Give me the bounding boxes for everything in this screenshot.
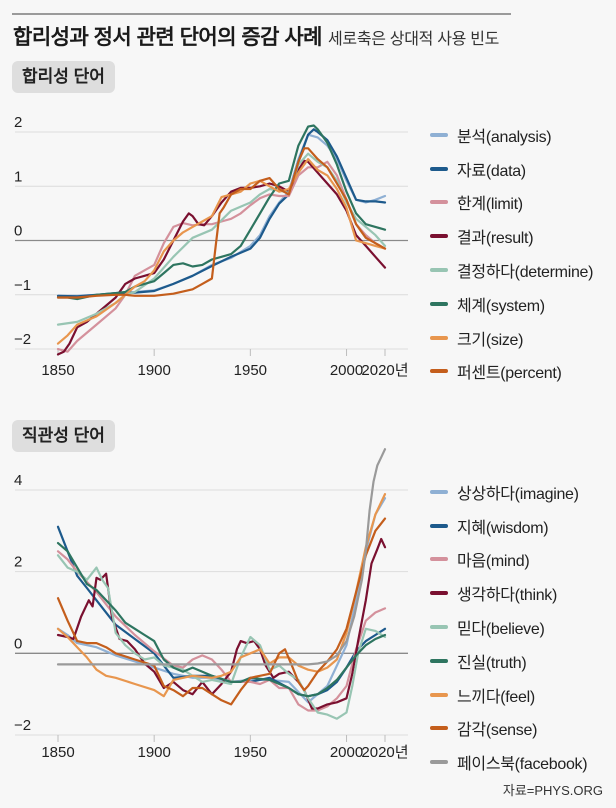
legend-label: 진실(truth) xyxy=(457,654,527,672)
legend-label: 믿다(believe) xyxy=(457,621,545,639)
source-credit: 자료=PHYS.ORG xyxy=(502,783,603,798)
series-line-facebook xyxy=(56,448,387,666)
legend-item-truth: 진실(truth) xyxy=(430,644,587,678)
x-tick-label: 1850 xyxy=(41,362,74,379)
legend-label: 느끼다(feel) xyxy=(457,688,535,706)
legend-swatch xyxy=(430,234,448,239)
x-tick-label: 1900 xyxy=(137,744,170,761)
legend-item-feel: 느끼다(feel) xyxy=(430,678,587,712)
y-tick-label: 4 xyxy=(14,472,22,489)
legend-item-size: 크기(size) xyxy=(430,321,593,355)
legend-swatch xyxy=(430,658,448,663)
section-badge-intuitive: 직관성 단어 xyxy=(12,420,115,452)
y-tick-label: 2 xyxy=(14,554,22,571)
series-line-think xyxy=(56,537,387,710)
y-tick-label: −2 xyxy=(14,331,31,348)
legend-swatch xyxy=(430,132,448,137)
series-line-percent xyxy=(56,147,387,299)
legend-swatch xyxy=(430,268,448,273)
legend-item-result: 결과(result) xyxy=(430,219,593,253)
legend-item-determine: 결정하다(determine) xyxy=(430,253,593,287)
legend-swatch xyxy=(430,760,448,765)
legend-item-mind: 마음(mind) xyxy=(430,543,587,577)
legend-swatch xyxy=(430,489,448,494)
legend-swatch xyxy=(430,692,448,697)
legend-label: 마음(mind) xyxy=(457,553,530,571)
legend-label: 감각(sense) xyxy=(457,722,538,740)
legend-swatch xyxy=(430,301,448,306)
y-tick-label: 2 xyxy=(14,114,22,131)
legend-swatch xyxy=(430,200,448,205)
y-tick-label: 1 xyxy=(14,168,22,185)
legend-item-percent: 퍼센트(percent) xyxy=(430,355,593,389)
legend-label: 결과(result) xyxy=(457,230,534,248)
legend-item-analysis: 분석(analysis) xyxy=(430,118,593,152)
legend-item-think: 생각하다(think) xyxy=(430,576,587,610)
x-tick-label: 2000 xyxy=(330,744,363,761)
legend-item-data: 자료(data) xyxy=(430,152,593,186)
legend-swatch xyxy=(430,523,448,528)
legend-label: 한계(limit) xyxy=(457,196,523,214)
series-line-truth xyxy=(56,542,387,698)
legend-item-system: 체계(system) xyxy=(430,287,593,321)
legend-item-wisdom: 지혜(wisdom) xyxy=(430,509,587,543)
legend-label: 퍼센트(percent) xyxy=(457,365,562,383)
x-tick-label: 2000 xyxy=(330,362,363,379)
legend-swatch xyxy=(430,726,448,731)
legend-label: 체계(system) xyxy=(457,297,545,315)
x-tick-label: 1900 xyxy=(137,362,170,379)
legend-label: 결정하다(determine) xyxy=(457,264,594,282)
legend-swatch xyxy=(430,369,448,374)
x-tick-label: 1950 xyxy=(234,362,267,379)
legend-item-believe: 믿다(believe) xyxy=(430,610,587,644)
page-title: 합리성과 정서 관련 단어의 증감 사례 세로축은 상대적 사용 빈도 xyxy=(13,21,499,51)
x-tick-label: 2020년 xyxy=(361,362,408,379)
legend-item-sense: 감각(sense) xyxy=(430,712,587,746)
series-line-believe xyxy=(56,554,387,720)
y-tick-label: −1 xyxy=(14,277,31,294)
y-tick-label: 0 xyxy=(14,223,22,240)
title-text: 합리성과 정서 관련 단어의 증감 사례 xyxy=(13,26,322,49)
legend-label: 자료(data) xyxy=(457,162,526,180)
legend-swatch xyxy=(430,166,448,171)
legend-label: 상상하다(imagine) xyxy=(457,485,579,503)
section-badge-rational: 합리성 단어 xyxy=(12,61,115,93)
series-line-sense xyxy=(56,517,387,706)
legend-swatch xyxy=(430,557,448,562)
series-line-feel xyxy=(56,493,387,698)
legend-label: 생각하다(think) xyxy=(457,587,558,605)
legend-item-imagine: 상상하다(imagine) xyxy=(430,475,587,509)
legend-label: 페이스북(facebook) xyxy=(457,756,588,774)
y-tick-label: 0 xyxy=(14,635,22,652)
legend-intuitive: 상상하다(imagine) 지혜(wisdom) 마음(mind) 생각하다(thin… xyxy=(430,475,588,779)
x-tick-label: 2020년 xyxy=(361,744,408,761)
legend-swatch xyxy=(430,591,448,596)
x-tick-label: 1950 xyxy=(234,744,267,761)
legend-label: 크기(size) xyxy=(457,331,524,349)
series-line-limit xyxy=(56,160,387,353)
legend-swatch xyxy=(430,625,448,630)
legend-swatch xyxy=(430,335,448,340)
legend-item-facebook: 페이스북(facebook) xyxy=(430,745,588,779)
y-tick-label: −2 xyxy=(14,717,31,734)
header-rule xyxy=(12,13,511,15)
page-subtitle: 세로축은 상대적 사용 빈도 xyxy=(327,31,500,48)
legend-label: 지혜(wisdom) xyxy=(457,519,549,537)
legend-item-limit: 한계(limit) xyxy=(430,186,593,220)
x-tick-label: 1850 xyxy=(41,744,74,761)
legend-rational: 분석(analysis) 자료(data) 한계(limit) 결과(result) 결… xyxy=(430,118,593,388)
legend-label: 분석(analysis) xyxy=(457,128,552,146)
series-line-data xyxy=(56,128,387,298)
series-line-system xyxy=(56,124,387,301)
